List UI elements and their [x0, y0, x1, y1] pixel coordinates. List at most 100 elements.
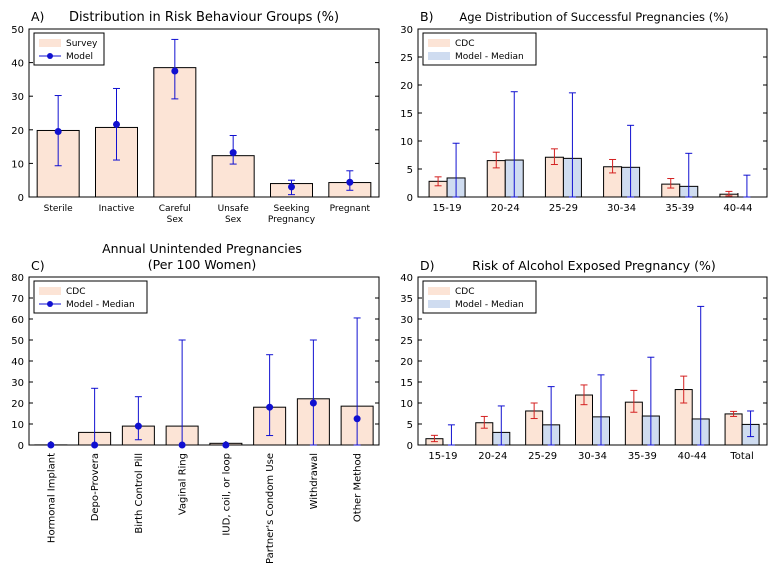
error-bar-model [743, 174, 751, 198]
x-tick-label: 20-24 [478, 451, 507, 462]
x-tick-label: Careful [159, 204, 191, 214]
error-bar-model [510, 91, 518, 198]
x-tick-label: Partner's Condom Use [265, 453, 276, 564]
chart-title: Age Distribution of Successful Pregnanci… [459, 10, 728, 24]
x-tick-label: 35-39 [665, 203, 694, 214]
legend-swatch [428, 39, 450, 47]
data-point [288, 183, 295, 191]
y-tick-label: 15 [400, 378, 413, 389]
error-bar [309, 339, 317, 446]
error-bar-model [597, 374, 605, 446]
y-tick-label: 30 [400, 25, 413, 36]
legend-label: Survey [66, 39, 98, 49]
error-bar [266, 354, 274, 437]
x-tick-label: Total [729, 451, 753, 462]
y-tick-label: 60 [11, 315, 24, 326]
error-bar-cdc [680, 375, 688, 404]
y-tick-label: 50 [11, 25, 24, 36]
chart-title: Risk of Alcohol Exposed Pregnancy (%) [472, 258, 716, 273]
error-bar-cdc [530, 402, 538, 420]
data-point [54, 127, 62, 135]
y-tick-label: 20 [400, 81, 413, 92]
x-tick-label: 25-29 [549, 203, 578, 214]
x-tick-label: 35-39 [628, 451, 657, 462]
y-tick-label: 40 [11, 357, 24, 368]
y-tick-label: 10 [400, 399, 413, 410]
y-tick-label: 0 [407, 441, 413, 452]
legend-swatch [428, 52, 450, 60]
error-bar-model [447, 424, 455, 446]
legend: CDC Model - Median [422, 32, 537, 66]
data-point [229, 149, 237, 157]
x-tick-label: Seeking [274, 204, 310, 214]
x-tick-label: Depo-Provera [90, 453, 101, 521]
y-tick-label: 10 [11, 420, 24, 431]
error-bar-cdc [609, 158, 617, 174]
y-tick-label: 5 [407, 165, 413, 176]
y-tick-label: 40 [400, 273, 413, 284]
legend-label: CDC [455, 39, 475, 49]
error-bar-model [747, 410, 755, 438]
x-tick-label: Sex [167, 215, 184, 225]
error-bar-cdc [667, 178, 675, 189]
legend-label: Model [66, 52, 93, 62]
error-bar-cdc [580, 384, 588, 406]
legend-swatch [428, 287, 450, 295]
error-bar-cdc [725, 190, 733, 197]
x-tick-label: Birth Control Pill [134, 453, 145, 534]
y-tick-label: 35 [400, 294, 413, 305]
x-tick-label: Sex [225, 215, 242, 225]
legend-swatch [428, 300, 450, 308]
error-bar-model [547, 386, 555, 446]
error-bar-model [685, 152, 693, 198]
x-tick-label: IUD, coil, or loop [221, 453, 232, 536]
data-point [134, 422, 142, 430]
data-point [178, 441, 186, 449]
legend-label: Model - Median [455, 300, 524, 310]
x-tick-label: Withdrawal [309, 453, 320, 509]
y-tick-label: 25 [400, 53, 413, 64]
y-tick-label: 20 [11, 399, 24, 410]
panel-letter: A) [31, 9, 44, 24]
y-tick-label: 30 [11, 92, 24, 103]
error-bar-cdc [434, 176, 442, 187]
data-point [171, 67, 179, 75]
data-point [222, 441, 230, 449]
chart-panel-c: 0 10 20 30 40 50 60 70 80 Hormonal Implant Depo-Pr… [11, 241, 380, 564]
legend-label: CDC [455, 287, 475, 297]
error-bar-cdc [430, 434, 438, 443]
y-tick-label: 40 [11, 59, 24, 70]
x-tick-label: Hormonal Implant [46, 453, 57, 543]
legend-label: Model - Median [455, 52, 524, 62]
panel-letter: C) [31, 258, 45, 273]
error-bar-cdc [480, 415, 488, 429]
x-tick-label: 40-44 [723, 203, 752, 214]
error-bar-model [497, 405, 505, 446]
x-tick-label: 30-34 [578, 451, 607, 462]
data-point [91, 441, 99, 449]
x-tick-label: Pregnant [330, 204, 371, 214]
legend-marker [47, 53, 53, 59]
legend: CDC Model - Median [422, 280, 537, 314]
y-tick-label: 70 [11, 294, 24, 305]
panel-letter: B) [420, 9, 433, 24]
error-bar-model [697, 305, 705, 446]
y-tick-label: 10 [11, 159, 24, 170]
x-tick-label: Inactive [99, 204, 135, 214]
error-bar-cdc [630, 389, 638, 413]
x-tick-label: 15-19 [428, 451, 457, 462]
panel-letter: D) [420, 258, 435, 273]
chart-panel-b: 0 5 10 15 20 25 30 15-19 20-24 25-29 30-34 35-39 40-… [400, 9, 768, 214]
error-bar-model [627, 124, 635, 198]
x-tick-label: Other Method [353, 453, 364, 522]
error-bar-cdc [730, 410, 738, 417]
y-tick-label: 0 [18, 441, 24, 452]
y-tick-label: 50 [11, 336, 24, 347]
chart-panel-d: 0 5 10 15 20 25 30 35 40 15-19 20-24 25-29 30-34 35-3… [400, 258, 768, 462]
x-tick-label: Unsafe [218, 204, 250, 214]
error-bar [353, 317, 361, 446]
legend: CDC Model - Median [33, 280, 148, 314]
x-tick-label: Sterile [44, 204, 73, 214]
x-tick-label: 40-44 [678, 451, 707, 462]
